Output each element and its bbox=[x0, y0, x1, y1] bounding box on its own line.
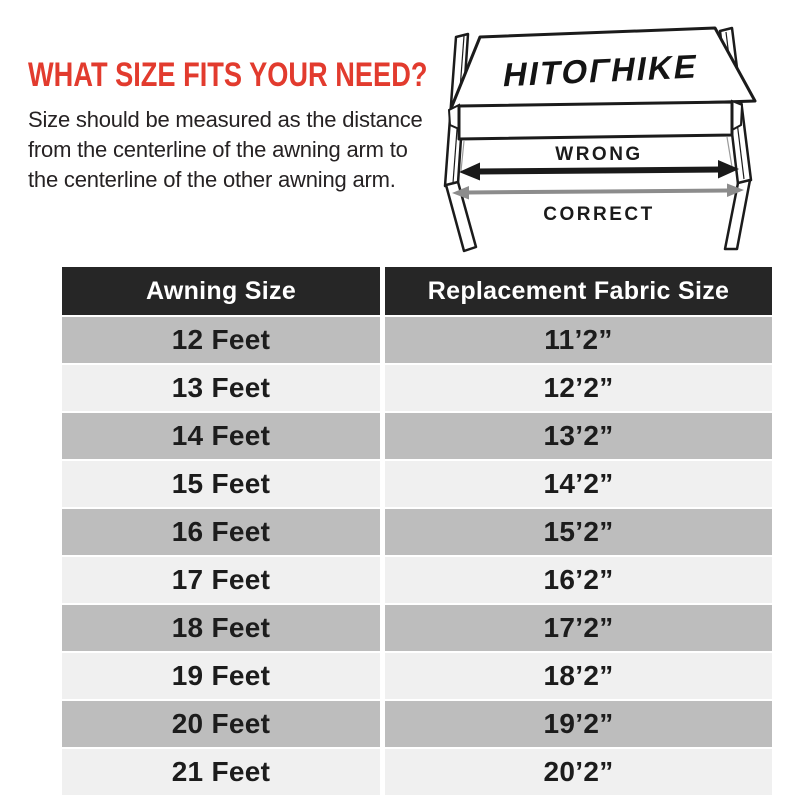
awning-roller-bar bbox=[457, 100, 734, 141]
table-row: 18 Feet 17’2” bbox=[62, 605, 772, 651]
table-cell: 21 Feet bbox=[62, 749, 380, 795]
witness-line-left bbox=[460, 140, 465, 172]
column-header-awning-size: Awning Size bbox=[62, 267, 380, 315]
correct-arrow bbox=[452, 183, 744, 200]
table-row: 12 Feet 11’2” bbox=[62, 317, 772, 363]
table-cell: 16’2” bbox=[385, 557, 772, 603]
table-row: 21 Feet 20’2” bbox=[62, 749, 772, 795]
correct-label: CORRECT bbox=[543, 204, 654, 225]
page-title: WHAT SIZE FITS YOUR NEED? bbox=[28, 56, 428, 94]
table-row: 16 Feet 15’2” bbox=[62, 509, 772, 555]
table-cell: 14’2” bbox=[385, 461, 772, 507]
table-row: 15 Feet 14’2” bbox=[62, 461, 772, 507]
awning-drawing: HITOΓHIKE WRONG CORRECT bbox=[443, 26, 757, 253]
wrong-arrow bbox=[459, 160, 739, 181]
table-cell: 11’2” bbox=[385, 317, 772, 363]
table-cell: 12’2” bbox=[385, 365, 772, 411]
table-cell: 14 Feet bbox=[62, 413, 380, 459]
awning-measurement-diagram: HITOΓHIKE WRONG CORRECT bbox=[427, 12, 800, 264]
table-row: 14 Feet 13’2” bbox=[62, 413, 772, 459]
table-cell: 18’2” bbox=[385, 653, 772, 699]
table-cell: 13’2” bbox=[385, 413, 772, 459]
instruction-line: from the centerline of the awning arm to bbox=[28, 137, 408, 162]
brand-logo-text: HITOΓHIKE bbox=[500, 49, 701, 95]
table-cell: 12 Feet bbox=[62, 317, 380, 363]
instruction-line: the centerline of the other awning arm. bbox=[28, 167, 396, 192]
intro-section: WHAT SIZE FITS YOUR NEED? Size should be… bbox=[28, 56, 448, 195]
table-cell: 17 Feet bbox=[62, 557, 380, 603]
table-cell: 18 Feet bbox=[62, 605, 380, 651]
table-cell: 17’2” bbox=[385, 605, 772, 651]
table-row: 13 Feet 12’2” bbox=[62, 365, 772, 411]
table-row: 17 Feet 16’2” bbox=[62, 557, 772, 603]
table-row: 20 Feet 19’2” bbox=[62, 701, 772, 747]
table-cell: 15 Feet bbox=[62, 461, 380, 507]
size-table-body: 12 Feet 11’2” 13 Feet 12’2” 14 Feet 13’2” 15 F… bbox=[62, 317, 772, 795]
table-cell: 15’2” bbox=[385, 509, 772, 555]
table-cell: 19 Feet bbox=[62, 653, 380, 699]
table-cell: 20 Feet bbox=[62, 701, 380, 747]
witness-line-right bbox=[726, 136, 733, 168]
table-cell: 13 Feet bbox=[62, 365, 380, 411]
table-cell: 19’2” bbox=[385, 701, 772, 747]
column-header-fabric-size: Replacement Fabric Size bbox=[385, 267, 772, 315]
measurement-instructions: Size should be measured as the distance … bbox=[28, 105, 448, 195]
table-row: 19 Feet 18’2” bbox=[62, 653, 772, 699]
awning-top-panel bbox=[448, 26, 757, 113]
instruction-line: Size should be measured as the distance bbox=[28, 107, 423, 132]
size-chart-table: Awning Size Replacement Fabric Size 12 F… bbox=[62, 267, 772, 795]
table-header-row: Awning Size Replacement Fabric Size bbox=[62, 267, 772, 315]
wrong-label: WRONG bbox=[555, 144, 642, 165]
table-cell: 16 Feet bbox=[62, 509, 380, 555]
table-cell: 20’2” bbox=[385, 749, 772, 795]
